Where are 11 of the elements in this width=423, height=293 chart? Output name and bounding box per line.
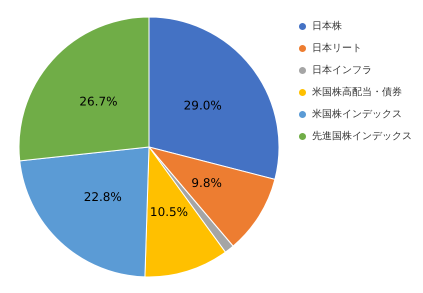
data-label: 22.8% xyxy=(84,190,122,204)
data-label: 10.5% xyxy=(150,204,188,219)
data-label: 29.0% xyxy=(184,98,222,112)
legend-label: 日本リート xyxy=(312,42,362,54)
data-label: 9.8% xyxy=(191,176,222,190)
legend-label: 日本株 xyxy=(312,20,342,32)
legend-label: 先進国株インデックス xyxy=(312,130,412,142)
legend-label: 米国株高配当・債券 xyxy=(312,86,402,98)
legend-label: 米国株インデックス xyxy=(312,108,402,120)
data-label: 26.7% xyxy=(79,94,118,109)
legend-label: 日本インフラ xyxy=(312,64,372,76)
